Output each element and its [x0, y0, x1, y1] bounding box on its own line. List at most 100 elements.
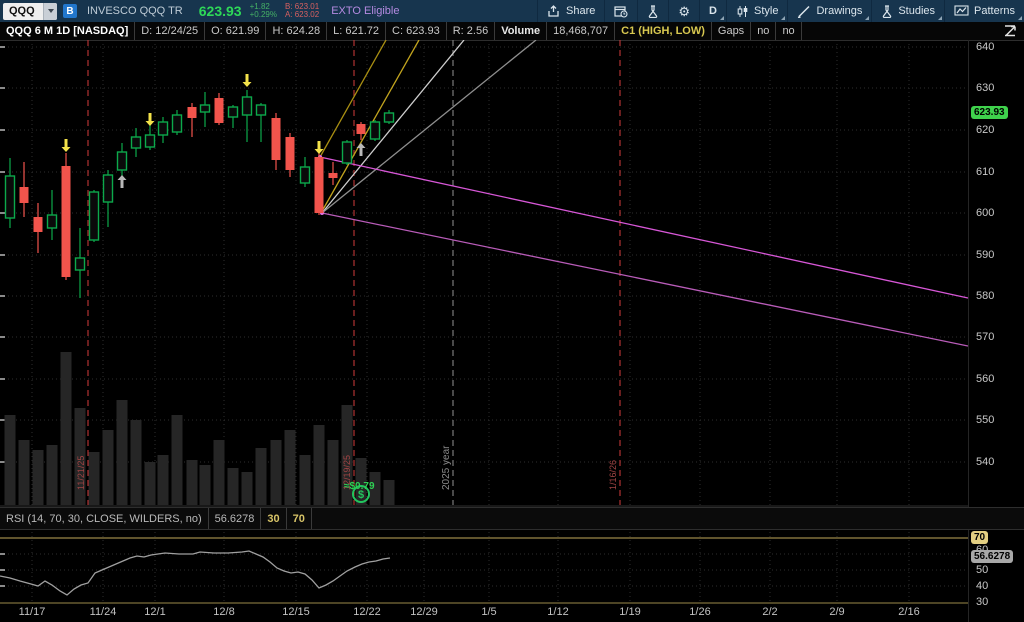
candle-body	[130, 136, 142, 149]
volume-bar	[74, 408, 86, 505]
rsi-current-value: 56.6278	[209, 508, 262, 529]
dividend-amount-label: ≈$0.79	[344, 481, 375, 492]
dividend-icon	[352, 485, 370, 503]
share-button[interactable]: Share	[537, 0, 604, 22]
ohlc-header-cell: D: 12/24/25	[135, 22, 206, 40]
volume-bar	[116, 400, 128, 505]
volume-bar	[255, 448, 267, 505]
bid-value: B: 623.01	[284, 2, 320, 11]
patterns-button[interactable]: Patterns	[944, 0, 1024, 22]
candle-body	[255, 104, 267, 116]
candle-body	[116, 151, 128, 171]
volume-bar	[383, 480, 395, 505]
calendar-clock-icon	[614, 5, 628, 18]
drawings-button[interactable]: Drawings	[787, 0, 871, 22]
volume-bar	[369, 472, 381, 505]
ohlc-header-cell: QQQ 6 M 1D [NASDAQ]	[0, 22, 136, 40]
beaker-icon	[649, 4, 658, 18]
patterns-icon	[954, 4, 969, 16]
calendar-button[interactable]	[604, 0, 637, 22]
volume-bar	[313, 425, 325, 505]
event-line-label: 1/16/26	[608, 460, 618, 490]
candle-body	[61, 166, 71, 277]
studies-button[interactable]: Studies	[871, 0, 944, 22]
candle-body	[341, 141, 353, 164]
candle-body	[383, 112, 395, 123]
symbol-value: QQQ	[9, 5, 35, 17]
candle-body	[157, 121, 169, 136]
ohlc-header-cell: H: 624.28	[266, 22, 328, 40]
candle-body	[328, 173, 338, 178]
buy-signal-arrow-icon	[117, 175, 127, 188]
candlestick-style-icon	[737, 5, 748, 17]
ohlc-header-cell: no	[776, 22, 802, 40]
ohlc-header-cell[interactable]: C1 (HIGH, LOW)	[615, 22, 712, 40]
last-price: 623.93	[198, 3, 242, 19]
rsi-oversold-level: 30	[261, 508, 287, 529]
volume-bar	[284, 430, 296, 505]
volume-bar	[199, 465, 211, 505]
event-line-label: 11/21/25	[76, 456, 86, 490]
candle-body	[285, 137, 295, 170]
volume-bar	[227, 468, 239, 505]
ondemand-button[interactable]	[637, 0, 668, 22]
studies-label: Studies	[898, 5, 936, 17]
candle-body	[199, 104, 211, 113]
candle-body	[171, 114, 183, 133]
sell-signal-arrow-icon	[61, 139, 71, 152]
gear-icon: ⚙	[678, 3, 691, 19]
candle-body	[33, 217, 43, 232]
candle-body	[187, 107, 197, 118]
settings-button[interactable]: ⚙	[668, 0, 699, 22]
company-name: INVESCO QQQ TR	[87, 5, 183, 17]
volume-bar	[270, 440, 282, 505]
volume-bar	[46, 445, 58, 505]
change-stack: +1.82 +0.29%	[250, 3, 277, 19]
candle-body	[369, 121, 381, 140]
volume-bar	[341, 405, 353, 505]
candle-body	[19, 187, 29, 203]
maximize-chart-icon[interactable]	[1002, 23, 1018, 39]
volume-bar	[171, 415, 183, 505]
volume-bar	[299, 455, 311, 505]
candle-body	[214, 98, 224, 123]
symbol-input[interactable]: QQQ	[3, 2, 57, 20]
volume-bar	[355, 458, 367, 505]
volume-bar	[32, 450, 44, 505]
ohlc-header-cell: L: 621.72	[327, 22, 387, 40]
candle-body	[299, 166, 311, 184]
share-icon	[548, 4, 559, 17]
candle-body	[74, 257, 86, 271]
volume-bar	[4, 415, 16, 505]
candle-body	[241, 96, 253, 116]
candle-body	[227, 106, 239, 118]
event-line-label: 12/19/25	[342, 455, 352, 490]
rsi-study-label[interactable]: RSI (14, 70, 30, CLOSE, WILDERS, no)	[0, 508, 209, 529]
volume-bar	[18, 440, 30, 505]
sell-signal-arrow-icon	[242, 74, 252, 87]
trend-line	[319, 40, 387, 158]
candle-body	[46, 214, 58, 229]
pencil-icon	[798, 5, 810, 18]
patterns-label: Patterns	[974, 5, 1015, 17]
volume-bar	[102, 430, 114, 505]
broker-badge[interactable]: B	[63, 4, 77, 18]
rsi-curve	[0, 550, 391, 596]
chart-data-header: QQQ 6 M 1D [NASDAQ] D: 12/24/25 O: 621.99 H…	[0, 22, 1024, 41]
volume-bar	[186, 460, 198, 505]
chart-canvas[interactable]: 11/21/25 12/19/25 2025 year 1/16/26 $≈$0.79	[0, 40, 968, 622]
timeframe-label: D	[709, 5, 717, 17]
timeframe-button[interactable]: D	[699, 0, 726, 22]
ask-value: A: 623.02	[284, 10, 320, 19]
rsi-study-header: RSI (14, 70, 30, CLOSE, WILDERS, no) 56.…	[0, 507, 1024, 530]
change-percent: +0.29%	[249, 10, 277, 19]
candle-body	[314, 157, 324, 213]
change-value: +1.82	[249, 2, 270, 11]
exto-eligible-tag: EXTO Eligible	[331, 5, 400, 17]
symbol-dropdown-button[interactable]	[43, 2, 57, 20]
volume-bar	[241, 472, 253, 505]
toolbar-buttons: Share ⚙ D	[537, 0, 1024, 22]
trend-line	[319, 156, 968, 299]
style-button[interactable]: Style	[726, 0, 787, 22]
price-axis[interactable]	[968, 40, 1024, 622]
